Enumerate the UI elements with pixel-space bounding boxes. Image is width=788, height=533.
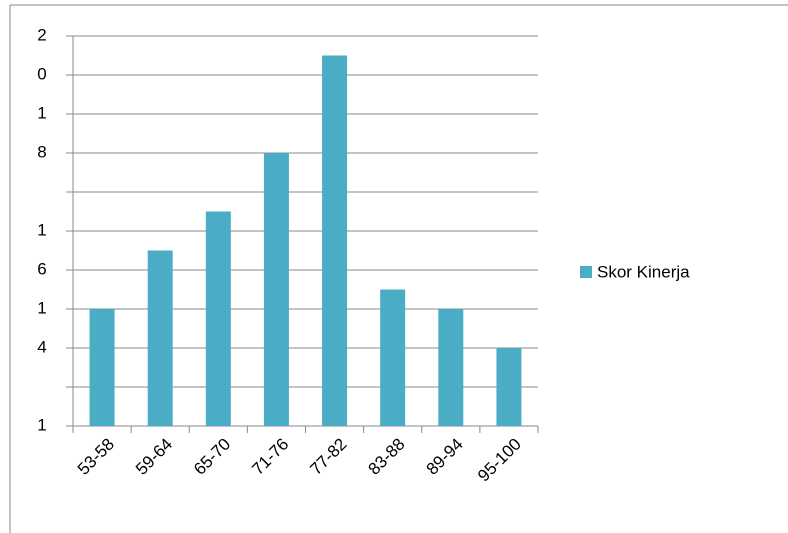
x-tick-label: 53-58: [74, 435, 118, 479]
x-tick-label: 95-100: [474, 435, 525, 486]
bar: [263, 153, 289, 426]
y-tick-label: 1: [37, 103, 46, 122]
y-tick-label: 6: [37, 259, 46, 278]
x-tick-label: 59-64: [132, 435, 176, 479]
x-tick-label: 71-76: [248, 435, 292, 479]
y-tick-label: 0: [37, 64, 46, 83]
y-tick-label: 8: [37, 142, 46, 161]
x-tick-label: 65-70: [190, 435, 234, 479]
bar: [147, 250, 173, 426]
bar: [380, 289, 406, 426]
x-tick-label: 83-88: [365, 435, 409, 479]
y-tick-label: 4: [37, 337, 46, 356]
bar: [322, 55, 348, 426]
bar: [496, 348, 522, 426]
y-tick-label: 2: [37, 25, 46, 44]
bar: [205, 211, 231, 426]
y-tick-label: 1: [37, 298, 46, 317]
bar: [438, 309, 464, 426]
bar: [89, 309, 115, 426]
x-tick-label: 77-82: [306, 435, 350, 479]
y-tick-label: 1: [37, 415, 46, 434]
x-tick-label: 89-94: [423, 435, 467, 479]
y-tick-label: 1: [37, 220, 46, 239]
legend-swatch: [580, 266, 592, 278]
legend-label: Skor Kinerja: [597, 262, 690, 281]
